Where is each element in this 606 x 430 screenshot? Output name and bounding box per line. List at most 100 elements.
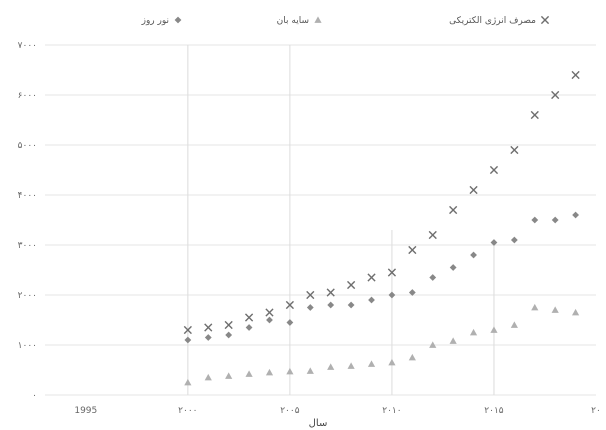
data-point [551,306,559,313]
data-point [449,264,457,271]
y-tick-label: ۲۰۰۰ [18,291,37,301]
data-point [387,268,397,277]
marker-stroke [428,230,437,240]
data-point [429,341,437,348]
marker-stroke [449,205,458,215]
marker-stroke [408,245,417,255]
data-point [245,324,253,331]
marker-stroke [469,185,478,195]
legend-label: مصرف انرژی الکتریکی [449,16,536,26]
data-point [265,368,274,376]
data-point [551,90,560,100]
series-1 [183,70,580,335]
data-point [204,373,212,381]
data-point [428,230,437,240]
data-point [530,110,539,120]
series-3 [184,211,579,344]
data-point [225,372,233,379]
marker-stroke [367,273,376,282]
data-point [571,308,580,316]
marker-stroke [265,308,274,317]
data-point [510,321,518,328]
data-point [551,216,559,224]
data-point [571,70,580,80]
data-point [388,358,396,366]
x-tick-label: ۲۰۰۰ [178,406,197,416]
legend-marker [174,16,182,24]
marker-stroke [530,110,539,120]
data-point [531,216,539,224]
data-point [429,274,437,281]
marker-stroke [326,288,335,297]
y-tick-label: ۳۰۰۰ [18,241,37,251]
gridlines [45,44,596,396]
data-point [490,326,498,333]
x-axis-title: سال [309,418,328,429]
y-tick-label: ۷۰۰۰ [18,41,37,51]
marker-stroke [224,320,233,330]
y-tick-label: ۶۰۰۰ [18,91,37,101]
data-point [489,165,499,175]
data-point [490,239,498,246]
data-point [266,316,273,324]
data-point [286,367,294,375]
data-point [449,337,457,344]
data-point [347,280,356,290]
legend: مصرف انرژی الکتریکی سایه بان نور روز [141,15,550,26]
data-point [204,334,212,341]
marker-stroke [540,15,550,25]
marker-stroke [285,300,294,310]
data-point [408,245,417,255]
y-tick-label: ۱۰۰۰ [18,341,37,351]
data-point [306,304,314,311]
legend-label: سایه بان [277,16,309,26]
data-point [388,291,396,299]
data-point [408,289,416,296]
marker-stroke [244,313,254,322]
x-tick-label: ۲۰ [591,406,601,416]
data-point [347,362,355,369]
y-tick-label: ۵۰۰۰ [18,141,37,151]
legend-label: نور روز [141,16,169,26]
data-point [449,205,458,215]
data-point [470,251,477,259]
marker-stroke [306,290,315,300]
x-tick-label: ۲۰۰۵ [280,406,300,416]
data-point [244,313,254,322]
data-point [286,319,294,326]
y-tick-label: ۰ [32,391,37,401]
reference-lines [187,45,495,395]
marker-stroke [510,145,519,155]
data-point [265,308,274,317]
y-tick-label: ۴۰۰۰ [18,191,37,201]
data-point [184,336,192,344]
data-point [367,273,376,282]
data-point [367,360,376,367]
data-point [408,353,416,361]
x-tick-label: ۲۰۱۰ [382,406,401,416]
data-point [510,236,518,244]
data-point [245,370,253,377]
data-point [204,323,213,332]
data-point [469,185,478,195]
data-point [510,145,519,155]
data-point [183,325,192,335]
data-point [368,296,375,304]
data-point [327,363,335,370]
x-axis-ticks: 1995 ۲۰۰۰ ۲۰۰۵ ۲۰۱۰ ۲۰۱۵ ۲۰ [74,406,600,416]
data-point [469,328,478,336]
marker-stroke [387,268,397,277]
marker-stroke [551,90,560,100]
data-point [306,290,315,300]
data-point [224,320,233,330]
marker-stroke [183,325,192,335]
data-point [347,301,355,309]
marker-stroke [204,323,213,332]
legend-marker [540,15,550,25]
data-point [327,301,335,309]
series-2 [184,303,580,386]
data-points [183,70,580,386]
marker-stroke [571,70,580,80]
data-point [326,288,335,297]
